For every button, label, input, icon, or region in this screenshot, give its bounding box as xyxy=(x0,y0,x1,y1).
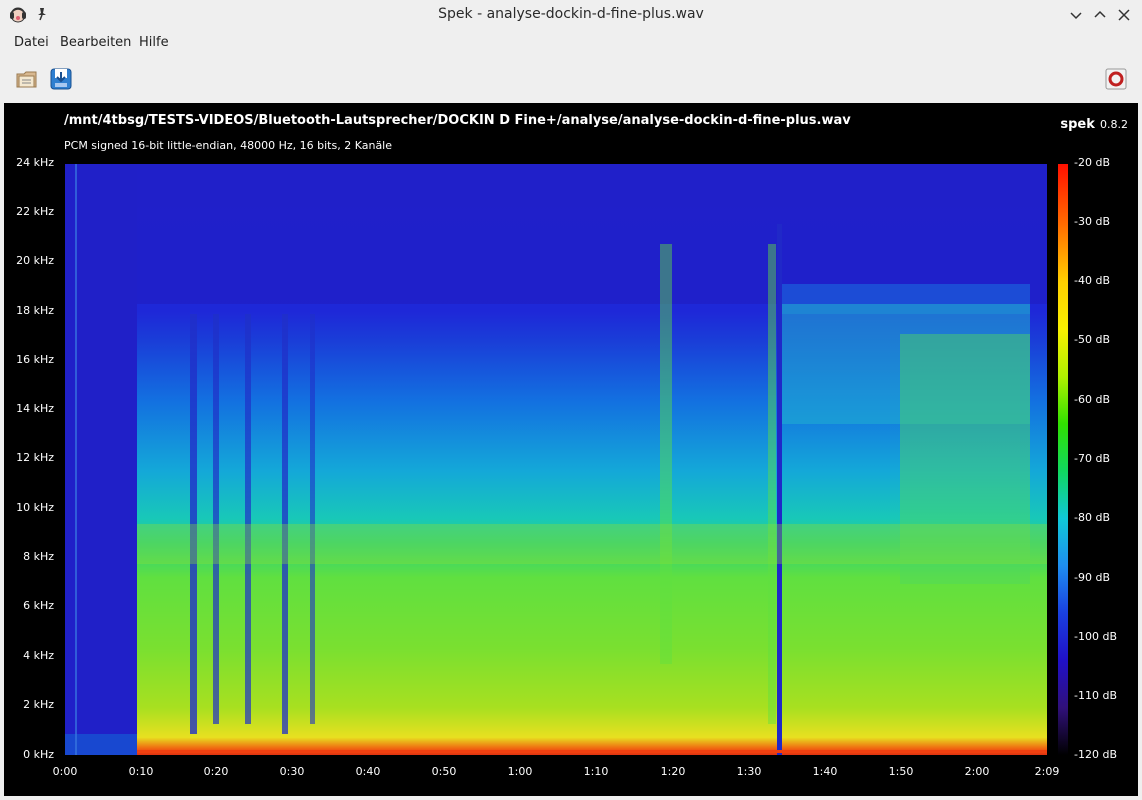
time-label: 0:30 xyxy=(279,765,305,778)
spectrogram-overlay xyxy=(65,164,1047,755)
db-label: -80 dB xyxy=(1074,511,1110,524)
lifebuoy-icon[interactable] xyxy=(1103,66,1129,92)
time-label: 0:50 xyxy=(431,765,457,778)
time-label: 2:09 xyxy=(1034,765,1060,778)
time-label: 1:20 xyxy=(660,765,686,778)
db-label: -50 dB xyxy=(1074,333,1110,346)
time-label: 1:30 xyxy=(736,765,762,778)
app-icon xyxy=(10,7,26,23)
time-label: 0:20 xyxy=(203,765,229,778)
time-label: 0:00 xyxy=(52,765,78,778)
db-label: -20 dB xyxy=(1074,156,1110,169)
freq-label: 22 kHz xyxy=(16,205,54,218)
menu-hilfe[interactable]: Hilfe xyxy=(139,35,169,50)
close-icon[interactable] xyxy=(1115,6,1133,24)
spectrogram-image xyxy=(65,164,1047,755)
freq-label: 20 kHz xyxy=(16,254,54,267)
db-label: -70 dB xyxy=(1074,452,1110,465)
db-label: -30 dB xyxy=(1074,215,1110,228)
spectrogram-panel: /mnt/4tbsg/TESTS-VIDEOS/Bluetooth-Lautsp… xyxy=(4,103,1138,796)
freq-label: 14 kHz xyxy=(16,402,54,415)
freq-label: 4 kHz xyxy=(23,649,54,662)
time-label: 1:00 xyxy=(507,765,533,778)
freq-label: 8 kHz xyxy=(23,550,54,563)
menu-bearbeiten[interactable]: Bearbeiten xyxy=(60,35,132,50)
time-label: 0:40 xyxy=(355,765,381,778)
freq-label: 2 kHz xyxy=(23,698,54,711)
save-download-icon[interactable] xyxy=(48,66,74,92)
folder-open-icon[interactable] xyxy=(14,66,40,92)
window-title: Spek - analyse-dockin-d-fine-plus.wav xyxy=(438,6,704,22)
title-bar: Spek - analyse-dockin-d-fine-plus.wav xyxy=(0,0,1142,30)
time-label: 1:50 xyxy=(888,765,914,778)
time-label: 1:40 xyxy=(812,765,838,778)
freq-label: 10 kHz xyxy=(16,501,54,514)
menu-datei[interactable]: Datei xyxy=(14,35,49,50)
db-label: -110 dB xyxy=(1074,689,1117,702)
db-label: -120 dB xyxy=(1074,748,1117,761)
freq-label: 12 kHz xyxy=(16,451,54,464)
format-info: PCM signed 16-bit little-endian, 48000 H… xyxy=(64,139,393,152)
brand-name: spek xyxy=(1060,117,1095,132)
freq-label: 24 kHz xyxy=(16,156,54,169)
brand-version: 0.8.2 xyxy=(1100,118,1128,131)
time-label: 1:10 xyxy=(583,765,609,778)
minimize-icon[interactable] xyxy=(1067,6,1085,24)
db-label: -40 dB xyxy=(1074,274,1110,287)
freq-label: 16 kHz xyxy=(16,353,54,366)
db-label: -100 dB xyxy=(1074,630,1117,643)
time-label: 0:10 xyxy=(128,765,154,778)
brand: spek 0.8.2 xyxy=(1060,113,1128,132)
db-label: -60 dB xyxy=(1074,393,1110,406)
time-label: 2:00 xyxy=(964,765,990,778)
db-label: -90 dB xyxy=(1074,571,1110,584)
freq-label: 0 kHz xyxy=(23,748,54,761)
freq-label: 6 kHz xyxy=(23,599,54,612)
file-path: /mnt/4tbsg/TESTS-VIDEOS/Bluetooth-Lautsp… xyxy=(64,113,851,128)
pin-icon[interactable] xyxy=(34,6,50,22)
maximize-icon[interactable] xyxy=(1091,6,1109,24)
db-colorbar xyxy=(1058,164,1068,755)
freq-label: 18 kHz xyxy=(16,304,54,317)
